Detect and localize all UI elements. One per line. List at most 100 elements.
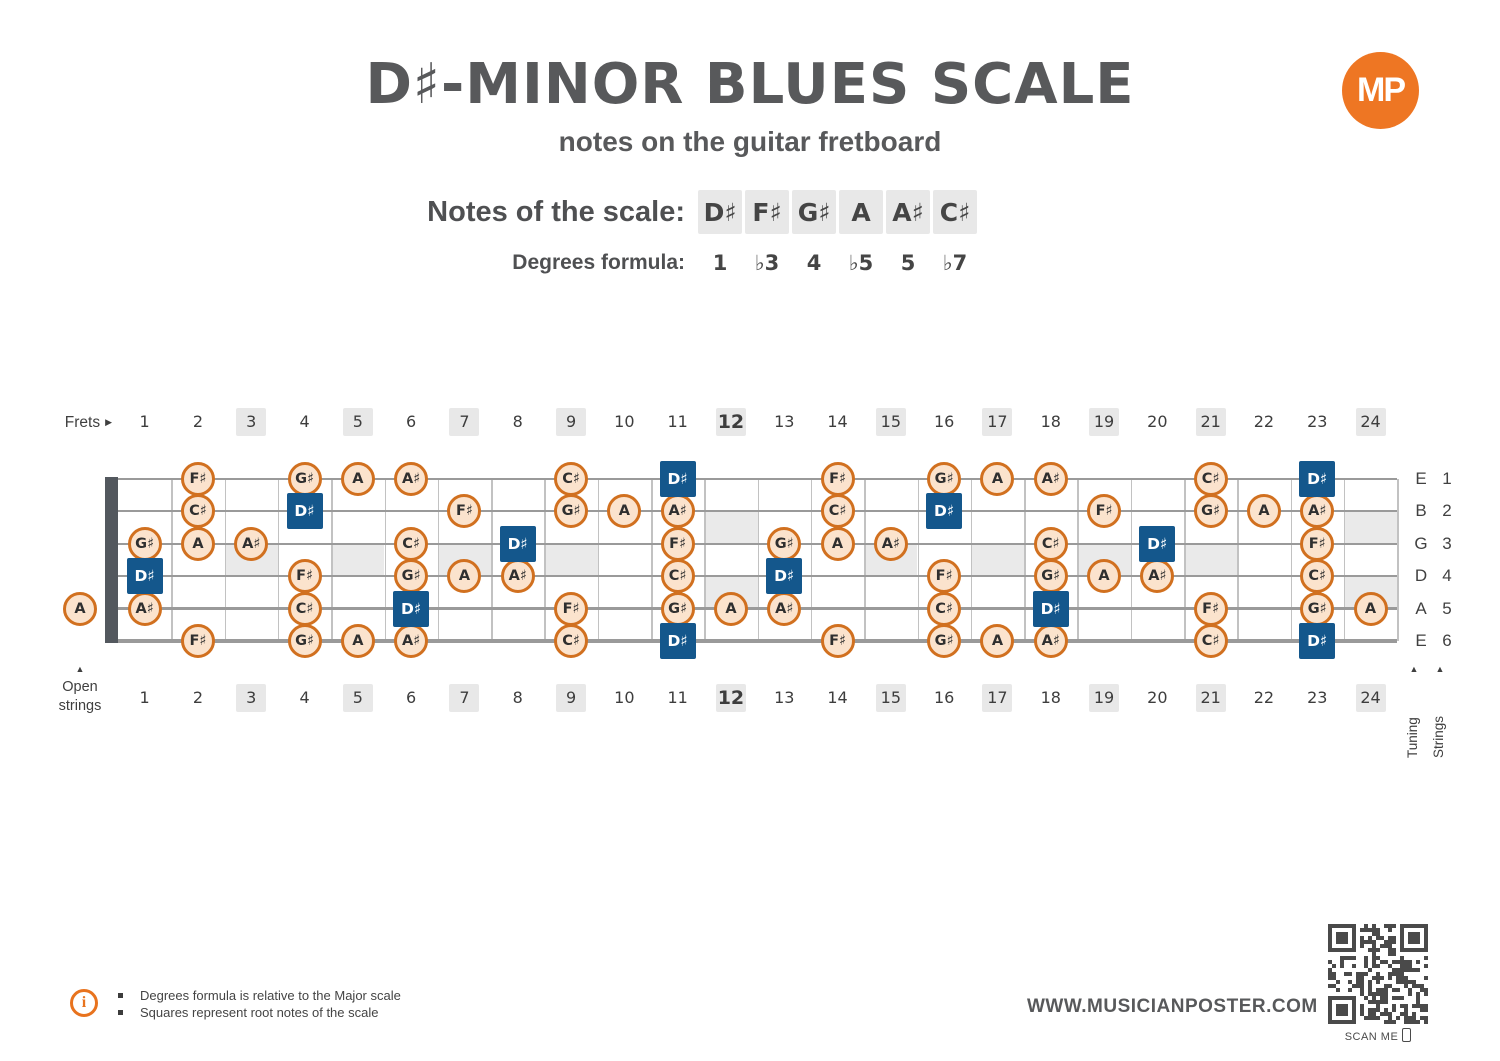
root-note: D♯	[286, 493, 323, 530]
website-url: WWW.MUSICIANPOSTER.COM	[1027, 996, 1318, 1017]
scale-note: G♯	[394, 559, 429, 594]
scale-note: G♯	[287, 462, 322, 496]
fret-number: 20	[1147, 412, 1168, 431]
root-note: D♯	[1032, 590, 1069, 627]
fret-number: 21	[1195, 684, 1226, 712]
info-icon: i	[70, 989, 98, 1017]
scale-note: C♯	[1193, 462, 1228, 496]
fret-number: 9	[556, 684, 587, 712]
scale-note: G♯	[1193, 494, 1228, 529]
fret-number: 11	[667, 412, 688, 431]
fret-number: 17	[982, 684, 1013, 712]
scale-note: A	[820, 526, 855, 561]
fret-number: 18	[1040, 688, 1061, 707]
fret-number: 7	[449, 408, 480, 436]
phone-icon	[1402, 1028, 1412, 1042]
fret-number: 10	[614, 688, 635, 707]
strings-arrow-icon: ▲	[1435, 664, 1445, 674]
fret-number: 18	[1040, 412, 1061, 431]
scale-note: F♯	[1087, 494, 1122, 529]
root-note: D♯	[659, 461, 696, 497]
fret-number: 11	[667, 688, 688, 707]
scale-degree-value: ♭7	[942, 251, 968, 275]
fret-number: 23	[1307, 688, 1328, 707]
fret-number: 22	[1253, 688, 1275, 707]
scale-note: A♯	[394, 462, 429, 496]
scale-note: F♯	[927, 559, 962, 594]
fret-line	[171, 479, 173, 641]
scale-note: F♯	[1193, 591, 1228, 626]
fret-line	[331, 479, 333, 641]
root-note: D♯	[766, 558, 803, 595]
scale-note: C♯	[927, 591, 962, 626]
scale-note: G♯	[927, 462, 962, 496]
fret-marker	[331, 543, 385, 577]
scale-note: F♯	[180, 462, 215, 496]
fret-number: 3	[236, 684, 267, 712]
fret-number: 5	[342, 408, 373, 436]
fret-number: 8	[512, 688, 523, 707]
scale-note: A♯	[767, 591, 802, 626]
fret-number: 4	[299, 688, 310, 707]
scale-note: A♯	[1300, 494, 1335, 529]
scale-note: G♯	[1300, 591, 1335, 626]
scale-note: A	[607, 494, 642, 529]
scale-note: A♯	[127, 591, 162, 626]
scale-note: A	[447, 559, 482, 594]
scale-note: A♯	[1033, 462, 1068, 496]
scale-degree-value: ♭5	[848, 251, 874, 275]
scale-note: F♯	[180, 624, 215, 658]
fret-number: 22	[1253, 412, 1275, 431]
scale-note: C♯	[180, 494, 215, 529]
notes-of-scale-label: Notes of the scale:	[427, 196, 685, 228]
fret-line	[704, 479, 706, 641]
scale-note: A♯	[234, 526, 269, 561]
string-line	[105, 639, 1398, 643]
open-strings-label-1: Open	[62, 679, 98, 695]
scale-note-chip: G♯	[792, 190, 836, 234]
scale-note: C♯	[660, 559, 695, 594]
scale-note-chip: F♯	[745, 190, 789, 234]
degrees-formula-label: Degrees formula:	[512, 251, 685, 274]
scan-me-label: SCAN ME	[1318, 1028, 1438, 1043]
frets-caption: Frets ▶	[64, 414, 112, 431]
fret-number: 5	[342, 684, 373, 712]
tuning-letter: B	[1415, 501, 1427, 521]
fret-line	[1290, 479, 1293, 641]
fret-number: 16	[933, 412, 955, 431]
string-line	[105, 542, 1398, 546]
fret-number: 19	[1089, 408, 1120, 436]
scale-note-chip: A	[839, 190, 883, 234]
nut	[105, 477, 118, 643]
scale-note: A	[980, 624, 1015, 658]
root-note: D♯	[659, 623, 696, 659]
fret-number: 15	[875, 408, 906, 436]
musicianposter-logo-icon: MP	[1342, 52, 1419, 129]
scale-note: F♯	[554, 591, 589, 626]
fret-number: 13	[774, 412, 795, 431]
fret-line	[544, 479, 546, 641]
scale-note: G♯	[767, 526, 802, 561]
scale-note: C♯	[1300, 559, 1335, 594]
scale-note-chip: D♯	[698, 190, 742, 234]
scale-note: F♯	[820, 462, 855, 496]
string-line	[105, 510, 1398, 513]
string-number: 1	[1442, 469, 1452, 488]
scale-note: A♯	[394, 624, 429, 658]
string-number: 4	[1442, 566, 1452, 586]
scale-note: G♯	[1033, 559, 1068, 594]
fret-number: 16	[933, 688, 955, 707]
scale-note: F♯	[820, 624, 855, 658]
fret-number: 20	[1147, 688, 1168, 707]
fret-line	[1024, 479, 1026, 641]
scale-note: C♯	[554, 462, 589, 496]
fret-number: 12	[715, 408, 746, 436]
scale-note: A	[180, 526, 215, 561]
scale-note: A	[63, 591, 97, 626]
string-number: 6	[1442, 631, 1452, 650]
open-strings-label-2: strings	[58, 698, 102, 714]
root-note: D♯	[1299, 461, 1336, 497]
scale-degree-value: 4	[806, 251, 822, 275]
scale-notes-row: D♯ F♯ G♯ A A♯ C♯	[698, 190, 977, 234]
